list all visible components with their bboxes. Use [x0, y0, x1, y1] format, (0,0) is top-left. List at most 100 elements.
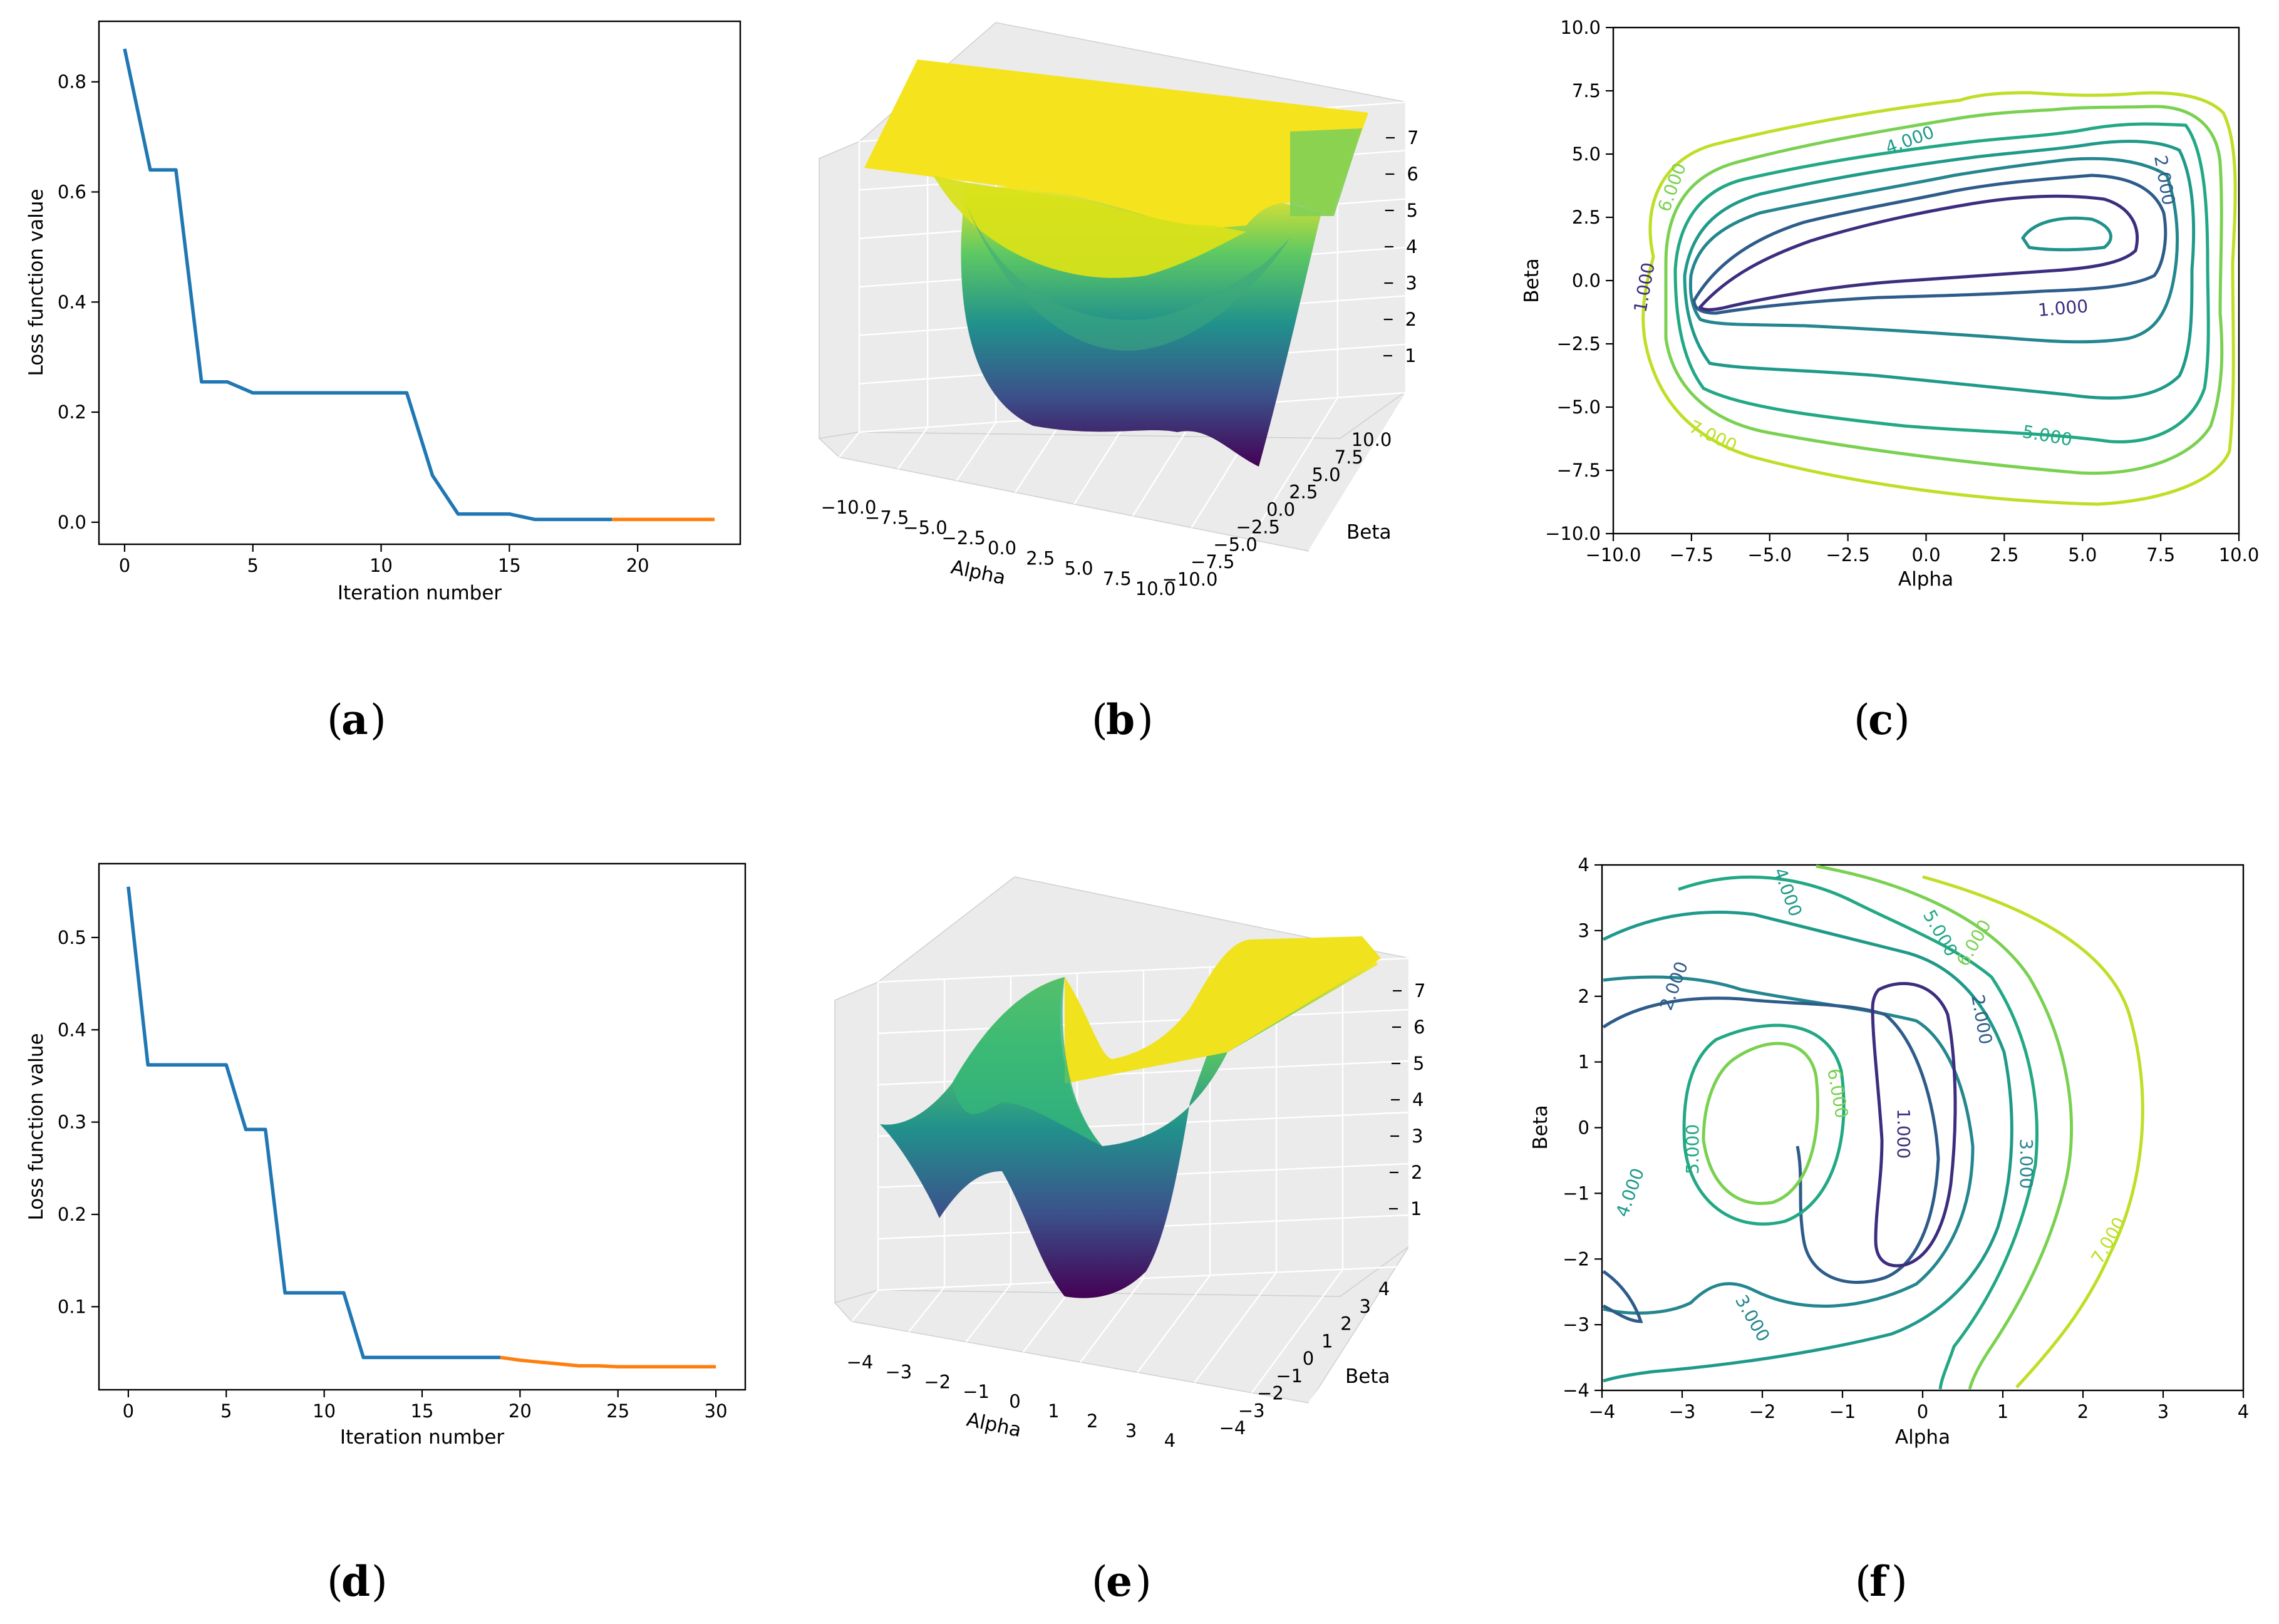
panel-f-label-7: 7.000: [2087, 1214, 2130, 1268]
panel-e-ytick-label: 0: [1303, 1348, 1314, 1369]
panel-c-ytick-label: −7.5: [1557, 460, 1601, 481]
panel-b-ytick-label: −7.5: [1191, 551, 1234, 572]
panel-d-plot-frame: [98, 862, 747, 1391]
panel-f-caption: ( f ): [1855, 1557, 1908, 1606]
panel-d-loss-chart: 0 5 10 15 20 25 30 0.1 0.2 0.3 0.4 0.5 Iteration nu…: [25, 862, 747, 1606]
panel-f-contour-labels: 4.000 5.000 6.000 2.000 2.000 6.000 1.00…: [1612, 865, 2131, 1345]
panel-e-surface: [880, 936, 1381, 1298]
panel-d-xtick-label: 15: [411, 1400, 434, 1422]
panel-e-grid-line: [1308, 1266, 1410, 1404]
panel-e-ztick-label: 2: [1411, 1162, 1422, 1183]
panel-f-contour-inner-5: [1682, 1023, 1846, 1226]
panel-f-xtick-label: 3: [2158, 1401, 2169, 1422]
panel-f-xtick-label: −2: [1749, 1401, 1776, 1422]
panel-e-ztick-label: 1: [1410, 1198, 1422, 1219]
panel-b-ytick-label: 5.0: [1311, 464, 1340, 485]
panel-b-grid-line: [1249, 397, 1338, 540]
panel-f-contour-lines: [1602, 864, 2144, 1390]
panel-b-ytick-label: 10.0: [1351, 429, 1392, 450]
panel-e-ytick-label: 3: [1360, 1296, 1371, 1317]
panel-c-xtick-label: −2.5: [1826, 544, 1869, 566]
panel-a-caption: ( a ): [327, 695, 386, 744]
panel-b-ztick-label: 2: [1405, 309, 1417, 330]
svg-text:(: (: [1855, 1558, 1871, 1606]
panel-e-ztick-label: 3: [1412, 1125, 1423, 1147]
panel-c-ytick-label: 0.0: [1572, 270, 1601, 291]
panel-c-xtick-label: −5.0: [1748, 544, 1792, 566]
panel-e-ytick-label: −2: [1257, 1383, 1284, 1404]
panel-b-xtick-label: 5.0: [1064, 558, 1093, 579]
panel-c-xtick-label: 10.0: [2219, 544, 2260, 566]
panel-e-grid-line: [1137, 1275, 1211, 1373]
panel-a-xtick-label: 10: [369, 555, 393, 576]
panel-b-xtick-label: −5.0: [903, 517, 947, 539]
panel-e-xtick-label: 2: [1087, 1410, 1098, 1432]
panel-f-xtick-label: 4: [2238, 1401, 2249, 1422]
panel-e-ytick-label: −3: [1238, 1400, 1265, 1421]
panel-e-grid-line: [877, 1008, 1410, 1035]
panel-f-label-4-top: 4.000: [1769, 865, 1806, 919]
panel-c-label-1: 1.000: [2037, 296, 2089, 321]
panel-f-ytick-label: 2: [1578, 986, 1589, 1007]
panel-e-ztick-label: 5: [1413, 1053, 1424, 1074]
panel-c-ytick-label: 10.0: [1560, 17, 1601, 38]
panel-e-surface-ridge: [952, 977, 1102, 1146]
panel-c-contour-2: [1692, 173, 2168, 315]
panel-b-surface-plateau: [864, 59, 1368, 229]
panel-b-surface-rim: [933, 175, 1246, 278]
panel-f-label-3-bottom: 3.000: [1731, 1291, 1774, 1345]
panel-d-series-search: [127, 886, 501, 1360]
panel-c-xlabel: Alpha: [1898, 568, 1953, 591]
panel-c-ytick-label: −2.5: [1557, 333, 1601, 354]
panel-b-xtick-label: −2.5: [942, 527, 986, 549]
panel-f-label-2-left: 2.000: [1656, 959, 1692, 1013]
panel-f-xtick-label: 1: [1997, 1401, 2008, 1422]
svg-text:): ): [1137, 696, 1154, 744]
panel-e-ytick-label: −4: [1219, 1417, 1246, 1439]
panel-f-contour: 4.000 5.000 6.000 2.000 2.000 6.000 1.00…: [1529, 854, 2249, 1606]
panel-e-grid-line: [851, 1290, 879, 1322]
panel-a-ytick-label: 0.4: [58, 291, 86, 313]
panel-f-contour-7: [1922, 875, 2144, 1389]
panel-e-xtick-label: −1: [963, 1381, 990, 1402]
panel-e-ztick-label: 7: [1414, 980, 1425, 1001]
panel-b-caption-letter: b: [1106, 695, 1135, 744]
panel-c-ytick-label: 7.5: [1572, 80, 1601, 101]
panel-c-contour-5: [1673, 122, 2210, 444]
panel-b-xtick-label: 2.5: [1026, 547, 1055, 569]
panel-d-xlabel: Iteration number: [340, 1426, 505, 1449]
panel-c-ytick-label: 2.5: [1572, 207, 1601, 228]
panel-f-ytick-label: 4: [1578, 854, 1589, 876]
svg-text:(: (: [1092, 696, 1108, 744]
panel-d-xtick-label: 5: [220, 1400, 232, 1422]
svg-text:): ): [1891, 1558, 1908, 1606]
panel-b-ztick-label: 4: [1406, 236, 1417, 257]
panel-c-caption-letter: c: [1868, 695, 1893, 744]
svg-text:(: (: [327, 1558, 343, 1606]
panel-c-contour-4: [1683, 140, 2196, 400]
svg-text:): ): [371, 1558, 388, 1606]
panel-c-contour-lines: [1641, 91, 2237, 506]
panel-f-label-5-left: 5.000: [1682, 1124, 1703, 1174]
panel-e-ytick-label: 4: [1378, 1278, 1390, 1300]
panel-f-contour-3: [1603, 975, 1975, 1315]
panel-b-xlabel: Alpha: [949, 556, 1008, 589]
panel-c-contour-6: [1664, 105, 2224, 475]
panel-f-ytick-label: −1: [1563, 1182, 1589, 1204]
panel-f-contour-corner: [1602, 1270, 1643, 1323]
panel-f-ylabel: Beta: [1529, 1105, 1552, 1150]
panel-e-ztick-label: 4: [1412, 1089, 1424, 1110]
panel-e-xtick-label: 1: [1048, 1400, 1059, 1422]
panel-a-ytick-label: 0.8: [58, 71, 86, 93]
panel-b-xtick-label: 10.0: [1135, 578, 1176, 599]
panel-a-loss-chart: 0 5 10 15 20 0.0 0.2 0.4 0.6 0.8 Iteration number…: [25, 20, 742, 744]
panel-f-ytick-label: −2: [1563, 1248, 1589, 1270]
panel-d-ytick-label: 0.2: [58, 1204, 86, 1225]
panel-a-plot-frame: [98, 20, 742, 546]
panel-c-ylabel: Beta: [1521, 258, 1543, 303]
panel-f-contour-2: [1602, 996, 1940, 1284]
panel-f-contour-1: [1871, 981, 1957, 1268]
panel-d-xtick-label: 30: [705, 1400, 728, 1422]
panel-a-xtick-label: 5: [247, 555, 259, 576]
panel-e-grid-line: [1251, 1269, 1343, 1394]
